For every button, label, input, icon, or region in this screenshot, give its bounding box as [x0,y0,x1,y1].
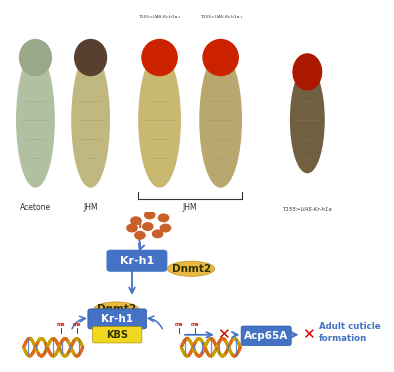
Ellipse shape [203,39,238,76]
Ellipse shape [293,54,322,90]
Ellipse shape [75,39,106,76]
Text: JHM: JHM [83,203,98,212]
Text: Kr-h1: Kr-h1 [101,314,133,324]
Circle shape [135,231,145,239]
Text: me: me [175,322,184,327]
Text: JH: JH [129,220,143,230]
Ellipse shape [20,39,51,76]
Ellipse shape [142,39,177,76]
Text: T155>UAS-Kr-h1a: T155>UAS-Kr-h1a [282,207,332,212]
Text: ✕: ✕ [302,327,314,342]
Ellipse shape [94,302,139,317]
Ellipse shape [200,53,241,187]
FancyBboxPatch shape [93,327,142,343]
Text: Kr-h1: Kr-h1 [120,256,154,266]
Text: me: me [191,322,199,327]
Text: me: me [72,322,81,327]
Text: Adult cuticle
formation: Adult cuticle formation [319,322,381,343]
Ellipse shape [167,261,215,276]
Ellipse shape [17,53,54,187]
Circle shape [143,223,153,230]
Ellipse shape [72,53,110,187]
Text: ✕: ✕ [217,327,230,342]
Text: me: me [57,322,65,327]
Text: JHM: JHM [183,203,197,212]
Text: Dnmt2: Dnmt2 [171,264,211,274]
Text: KBS: KBS [106,330,128,340]
Circle shape [145,211,155,219]
Circle shape [158,214,169,222]
Text: Acp65A: Acp65A [244,331,288,341]
Circle shape [131,217,141,225]
FancyBboxPatch shape [241,326,291,346]
Ellipse shape [139,53,180,187]
Text: Dnmt2: Dnmt2 [97,304,136,314]
FancyBboxPatch shape [88,309,147,329]
Circle shape [127,224,137,232]
Circle shape [160,224,171,232]
Ellipse shape [291,67,324,173]
Text: T155>UAS-Kr-h1a-i: T155>UAS-Kr-h1a-i [139,15,180,19]
Text: Acetone: Acetone [20,203,51,212]
Circle shape [152,230,163,238]
FancyBboxPatch shape [107,250,167,271]
Text: T155>UAS-Kr-h1a-i: T155>UAS-Kr-h1a-i [200,15,242,19]
